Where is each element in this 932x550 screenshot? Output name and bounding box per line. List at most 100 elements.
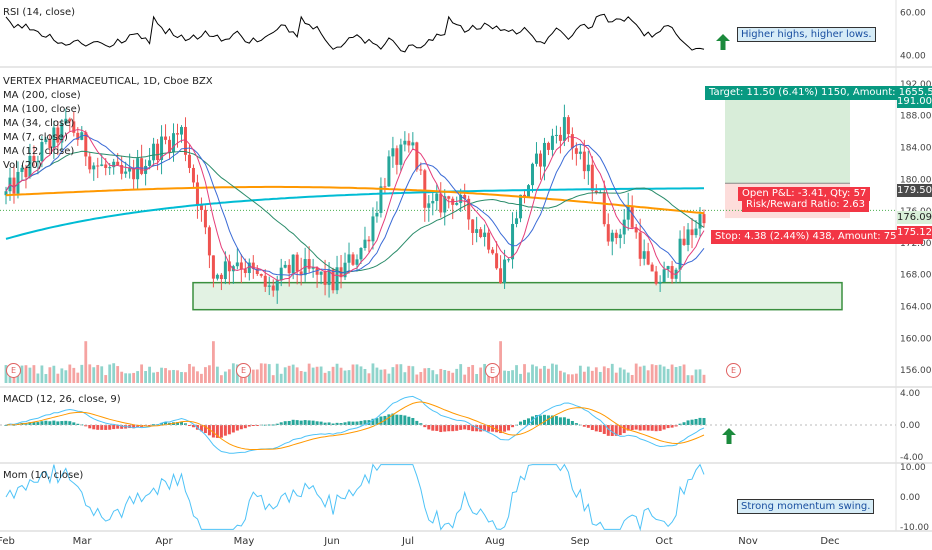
price-tick-label: 168.00 (900, 271, 932, 281)
macd-histogram-bar (483, 425, 487, 432)
legend-ma200: MA (200, close) (3, 90, 81, 101)
volume-bar (48, 367, 52, 383)
candle-body (574, 148, 578, 154)
candle-body (164, 136, 168, 140)
volume-bar (483, 363, 487, 383)
volume-bar (527, 372, 530, 383)
candle-body (359, 248, 363, 260)
candle-body (331, 269, 335, 291)
macd-histogram-bar (291, 419, 295, 425)
candle-body (419, 169, 423, 171)
candle-body (4, 191, 8, 196)
macd-histogram-bar (570, 420, 574, 425)
volume-bar (275, 363, 279, 383)
candle-body (191, 167, 195, 183)
x-tick-label: Jun (323, 536, 340, 547)
macd-histogram-bar (674, 425, 678, 427)
price-tick-label: 188.00 (900, 112, 932, 122)
volume-bar (72, 367, 76, 383)
x-tick-label: May (234, 536, 255, 547)
volume-bar (255, 369, 259, 383)
volume-bar (606, 368, 610, 383)
mom-tick-label: 0.00 (900, 493, 920, 503)
macd-histogram-bar (235, 425, 239, 431)
volume-bar (172, 369, 175, 383)
volume-bar (610, 363, 614, 383)
macd-histogram-bar (287, 420, 291, 425)
candle-body (530, 163, 534, 186)
candle-body (92, 165, 96, 170)
macd-histogram-bar (419, 423, 423, 425)
macd-histogram-bar (48, 421, 52, 425)
volume-bar (519, 373, 522, 383)
macd-histogram-bar (307, 420, 311, 425)
candle-body (323, 271, 327, 285)
candle-body (606, 224, 610, 242)
main-title: VERTEX PHARMACEUTICAL, 1D, Cboe BZX (3, 76, 213, 87)
candle-body (662, 269, 666, 282)
earnings-marker[interactable]: E (726, 363, 741, 378)
macd-histogram-bar (100, 425, 104, 430)
volume-bar (507, 370, 510, 383)
candle-body (435, 193, 439, 202)
macd-histogram-bar (479, 425, 483, 432)
volume-bar (423, 368, 427, 383)
candle-body (431, 201, 435, 204)
macd-histogram-bar (618, 425, 622, 435)
macd-histogram-bar (319, 421, 323, 425)
volume-bar (594, 367, 598, 383)
macd-histogram-bar (299, 420, 303, 425)
earnings-marker[interactable]: E (236, 363, 251, 378)
candle-body (642, 251, 646, 259)
price-tick-label: 164.00 (900, 303, 932, 313)
earnings-marker[interactable]: E (6, 363, 21, 378)
candle-body (614, 232, 618, 239)
volume-bar (204, 367, 207, 383)
volume-bar (515, 365, 518, 383)
volume-bar (44, 374, 48, 383)
macd-histogram-bar (626, 425, 630, 431)
rr-label: Risk/Reward Ratio: 2.63 (742, 198, 870, 212)
volume-bar (56, 373, 60, 383)
macd-histogram-bar (702, 418, 706, 425)
volume-bar (339, 367, 343, 383)
volume-bar (180, 372, 183, 383)
macd-histogram-bar (267, 424, 271, 426)
candle-body (128, 167, 132, 172)
candle-body (542, 142, 546, 167)
moving-averages (5, 128, 705, 281)
macd-histogram-bar (283, 421, 287, 425)
candle-body (20, 167, 24, 172)
macd-histogram-bar (439, 425, 443, 433)
macd-histogram-bar (622, 425, 626, 434)
macd-histogram-bar (443, 425, 447, 432)
macd-histogram-bar (538, 415, 542, 425)
volume-bar (614, 372, 618, 383)
x-tick-label: Mar (73, 536, 93, 547)
volume-bar (646, 370, 650, 383)
macd-histogram-bar (371, 418, 375, 425)
volume-bar (319, 366, 323, 383)
candle-body (247, 262, 251, 274)
macd-histogram-bar (523, 419, 527, 425)
volume-bar (702, 374, 706, 383)
macd-histogram-bar (60, 421, 64, 425)
candle-body (52, 127, 56, 149)
macd-histogram-bar (427, 425, 431, 430)
macd-histogram-bar (606, 425, 610, 436)
earnings-marker[interactable]: E (485, 363, 500, 378)
candle-body (387, 156, 391, 187)
candle-body (287, 264, 291, 274)
rsi-title: RSI (14, close) (3, 7, 76, 18)
volume-bar (582, 371, 586, 383)
volume-bar (511, 370, 514, 383)
macd-histogram-bar (191, 425, 195, 428)
volume-bar (32, 365, 36, 383)
volume-bar (327, 371, 331, 383)
candle-body (116, 161, 120, 165)
volume-bar (570, 374, 574, 383)
candle-body (702, 214, 706, 224)
macd-histogram-bar (52, 420, 56, 425)
candle-body (495, 253, 499, 269)
macd-title: MACD (12, 26, close, 9) (3, 394, 121, 405)
